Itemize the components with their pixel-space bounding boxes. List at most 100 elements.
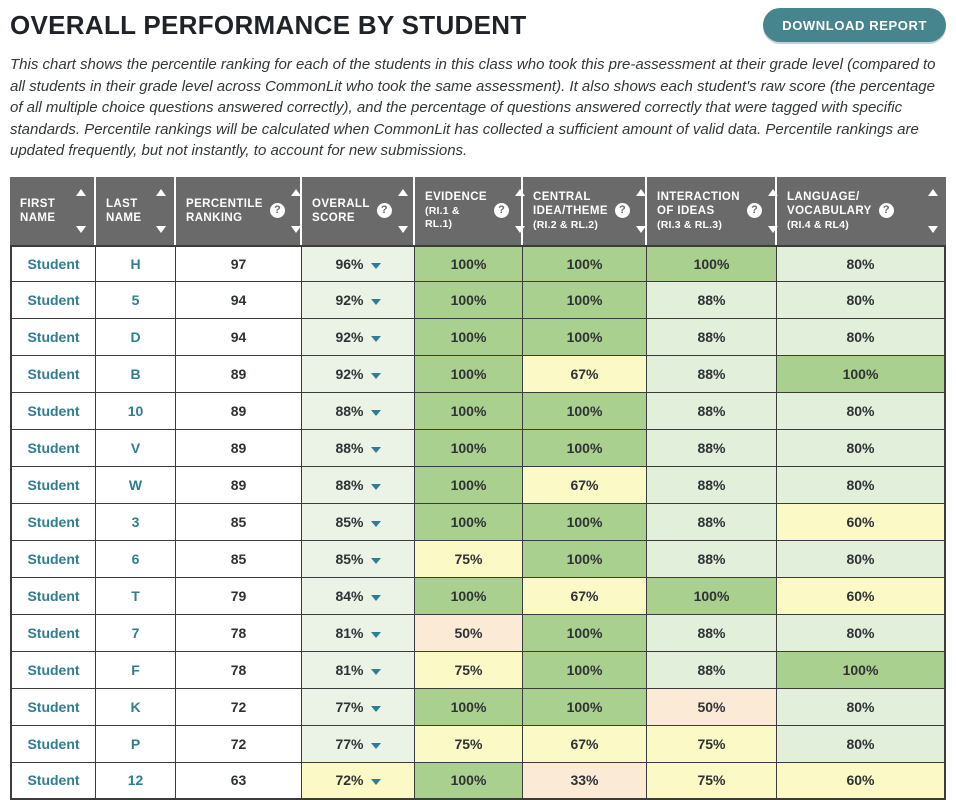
cell-overall-score-dropdown[interactable]: 85%	[302, 540, 415, 578]
column-header-percentile[interactable]: PERCENTILE RANKING?	[176, 176, 302, 245]
cell-evidence: 100%	[415, 503, 523, 541]
sort-descending-icon[interactable]	[156, 225, 166, 233]
sort-ascending-icon[interactable]	[290, 188, 301, 196]
cell-first-name: Student	[10, 281, 96, 319]
cell-overall-score-dropdown[interactable]: 81%	[302, 651, 415, 689]
sort-control	[630, 188, 646, 233]
sort-control	[392, 188, 408, 233]
overall-score-value: 81%	[335, 624, 364, 641]
cell-overall-score-dropdown[interactable]: 88%	[302, 392, 415, 430]
sort-descending-icon[interactable]	[928, 225, 938, 233]
cell-overall-score-dropdown[interactable]: 88%	[302, 429, 415, 467]
sort-ascending-icon[interactable]	[156, 188, 166, 196]
cell-overall-score-dropdown[interactable]: 92%	[302, 355, 415, 393]
column-header-language[interactable]: LANGUAGE/VOCABULARY (RI.4 & RL4)?	[777, 176, 946, 245]
sort-ascending-icon[interactable]	[397, 188, 408, 196]
cell-central-idea-theme: 67%	[523, 466, 647, 504]
column-header-interaction[interactable]: INTERACTION OF IDEAS (RI.3 & RL.3)?	[647, 176, 778, 245]
cell-overall-score-dropdown[interactable]: 84%	[302, 577, 415, 615]
sort-descending-icon[interactable]	[635, 225, 646, 233]
cell-central-idea-theme: 100%	[523, 651, 647, 689]
sort-descending-icon[interactable]	[767, 225, 778, 233]
column-header-first-name[interactable]: FIRST NAME	[10, 176, 96, 245]
sort-descending-icon[interactable]	[290, 225, 301, 233]
cell-first-name: Student	[10, 429, 96, 467]
sort-ascending-icon[interactable]	[928, 188, 938, 196]
cell-overall-score-dropdown[interactable]: 88%	[302, 466, 415, 504]
sort-ascending-icon[interactable]	[635, 188, 646, 196]
cell-overall-score-dropdown[interactable]: 81%	[302, 614, 415, 652]
help-icon[interactable]: ?	[746, 203, 762, 218]
column-header-content: LAST NAME	[106, 188, 166, 233]
download-report-button[interactable]: DOWNLOAD REPORT	[763, 8, 946, 42]
cell-interaction-of-ideas: 88%	[647, 651, 777, 689]
cell-central-idea-theme: 100%	[523, 540, 647, 578]
dropdown-caret-icon	[370, 557, 381, 564]
help-icon[interactable]: ?	[269, 203, 285, 218]
cell-interaction-of-ideas: 88%	[647, 281, 777, 319]
cell-first-name: Student	[10, 540, 96, 578]
column-header-content: OVERALL SCORE?	[312, 188, 408, 233]
cell-evidence: 75%	[415, 651, 523, 689]
cell-last-name: 7	[96, 614, 176, 652]
cell-interaction-of-ideas: 88%	[647, 429, 777, 467]
cell-interaction-of-ideas: 100%	[647, 244, 777, 282]
cell-last-name: 10	[96, 392, 176, 430]
table-row: Student 7 78 81% 50% 100% 88% 80%	[10, 614, 946, 652]
dropdown-caret-icon	[370, 298, 381, 305]
column-header-label: FIRST NAME	[20, 197, 55, 225]
cell-first-name: Student	[10, 392, 96, 430]
overall-score-value: 85%	[335, 513, 364, 530]
cell-overall-score-dropdown[interactable]: 77%	[302, 725, 415, 763]
cell-language-vocabulary: 60%	[777, 762, 946, 800]
overall-score-value: 81%	[335, 661, 364, 678]
cell-evidence: 75%	[415, 725, 523, 763]
cell-language-vocabulary: 100%	[777, 651, 946, 689]
cell-overall-score-dropdown[interactable]: 77%	[302, 688, 415, 726]
cell-interaction-of-ideas: 75%	[647, 725, 777, 763]
help-icon[interactable]: ?	[376, 203, 392, 218]
cell-language-vocabulary: 80%	[777, 392, 946, 430]
cell-percentile-ranking: 78	[176, 651, 302, 689]
cell-overall-score-dropdown[interactable]: 96%	[302, 244, 415, 282]
cell-overall-score-dropdown[interactable]: 72%	[302, 762, 415, 800]
column-header-last-name[interactable]: LAST NAME	[96, 176, 176, 245]
cell-last-name: F	[96, 651, 176, 689]
sort-descending-icon[interactable]	[76, 225, 86, 233]
cell-central-idea-theme: 100%	[523, 392, 647, 430]
column-header-line: NAME	[106, 211, 142, 224]
overall-score-value: 77%	[335, 698, 364, 715]
sort-descending-icon[interactable]	[397, 225, 408, 233]
column-header-central-idea[interactable]: CENTRAL IDEA/THEME (RI.2 & RL.2)?	[523, 176, 647, 245]
cell-evidence: 100%	[415, 281, 523, 319]
help-icon[interactable]: ?	[614, 203, 630, 218]
cell-evidence: 100%	[415, 355, 523, 393]
cell-evidence: 100%	[415, 429, 523, 467]
cell-percentile-ranking: 72	[176, 725, 302, 763]
cell-overall-score-dropdown[interactable]: 85%	[302, 503, 415, 541]
cell-evidence: 100%	[415, 466, 523, 504]
sort-ascending-icon[interactable]	[515, 188, 525, 196]
sort-ascending-icon[interactable]	[767, 188, 778, 196]
dropdown-caret-icon	[370, 372, 381, 379]
column-header-label: EVIDENCE (RI.1 & RL.1)	[425, 190, 487, 231]
cell-language-vocabulary: 60%	[777, 577, 946, 615]
sort-descending-icon[interactable]	[515, 225, 525, 233]
cell-percentile-ranking: 97	[176, 244, 302, 282]
help-icon[interactable]: ?	[494, 203, 509, 218]
help-icon[interactable]: ?	[878, 203, 894, 218]
cell-interaction-of-ideas: 88%	[647, 614, 777, 652]
dropdown-caret-icon	[370, 335, 381, 342]
cell-language-vocabulary: 80%	[777, 614, 946, 652]
column-header-evidence[interactable]: EVIDENCE (RI.1 & RL.1)?	[415, 176, 525, 245]
table-row: Student H 97 96% 100% 100% 100% 80%	[10, 244, 946, 282]
cell-overall-score-dropdown[interactable]: 92%	[302, 318, 415, 356]
sort-ascending-icon[interactable]	[76, 188, 86, 196]
overall-score-value: 96%	[335, 255, 364, 272]
table-row: Student 5 94 92% 100% 100% 88% 80%	[10, 281, 946, 319]
cell-central-idea-theme: 67%	[523, 577, 647, 615]
column-header-overall[interactable]: OVERALL SCORE?	[302, 176, 415, 245]
cell-first-name: Student	[10, 503, 96, 541]
cell-percentile-ranking: 94	[176, 281, 302, 319]
cell-overall-score-dropdown[interactable]: 92%	[302, 281, 415, 319]
